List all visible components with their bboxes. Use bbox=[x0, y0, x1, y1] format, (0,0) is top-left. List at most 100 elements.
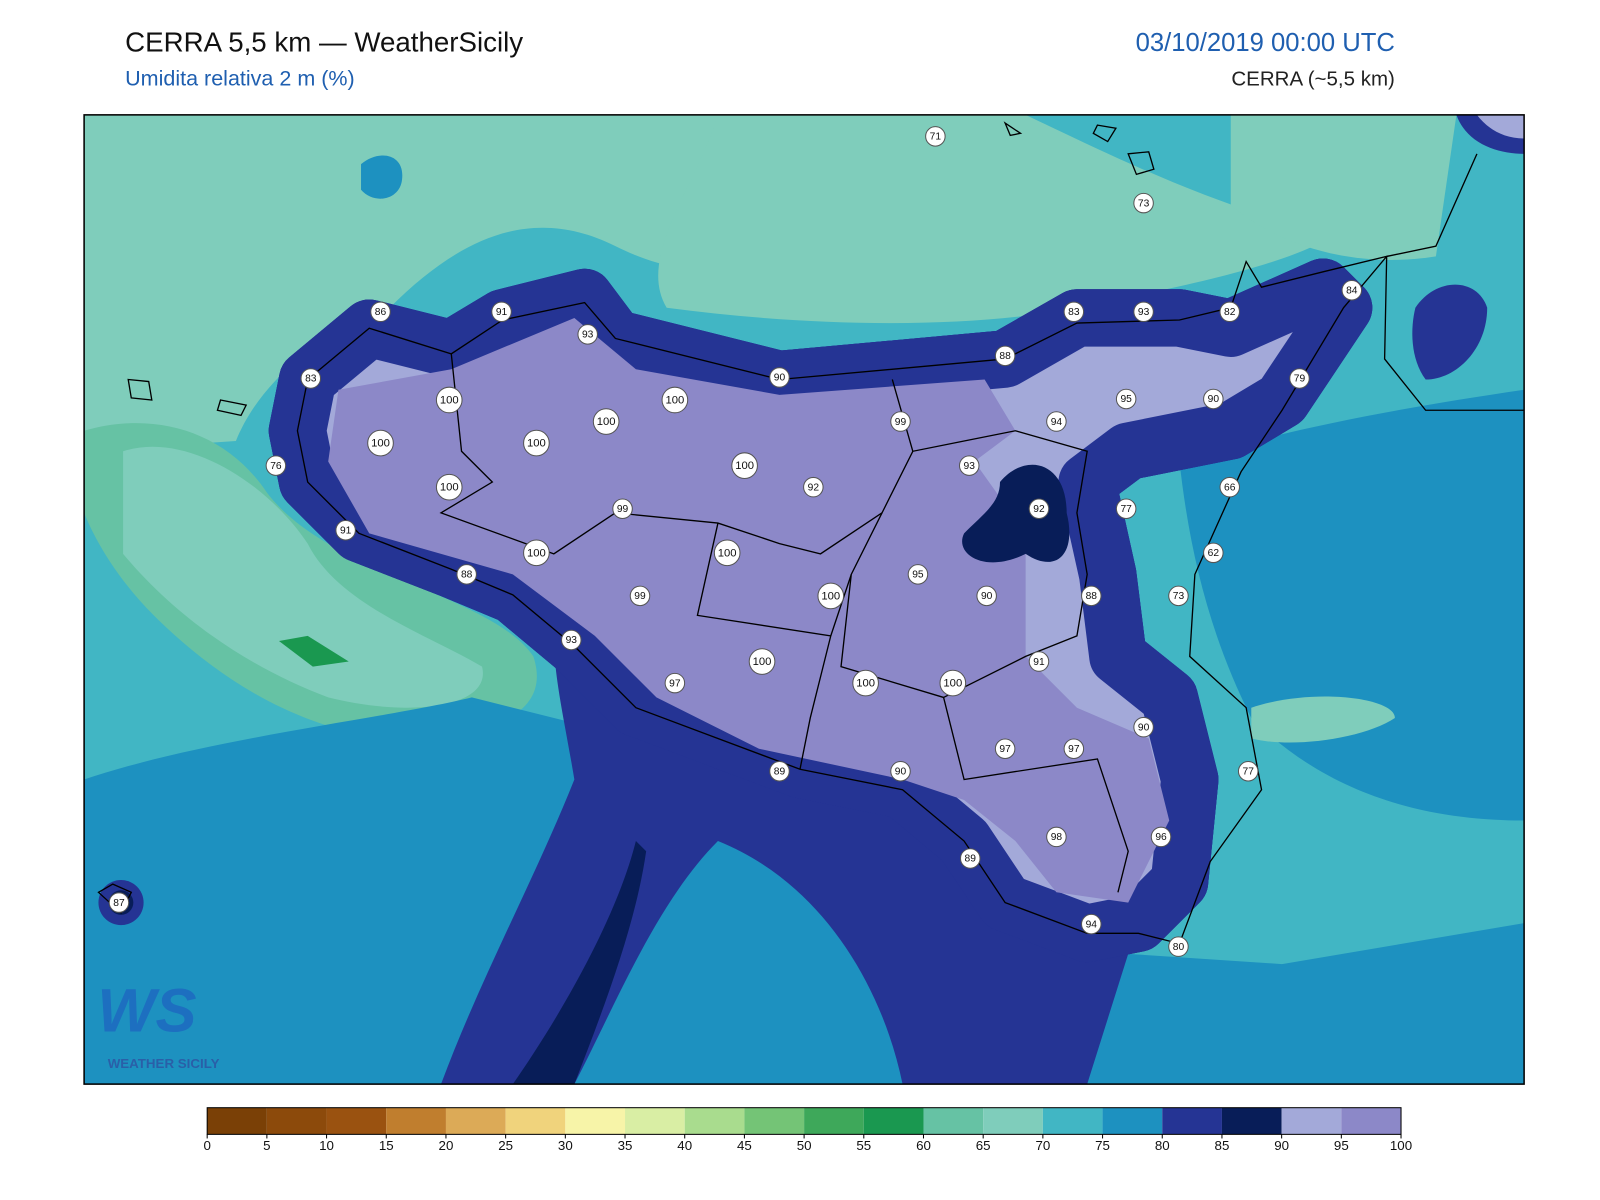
station: 93 bbox=[561, 629, 582, 651]
station: 100 bbox=[661, 386, 689, 414]
station-value: 88 bbox=[1086, 591, 1098, 602]
station: 82 bbox=[1219, 301, 1240, 323]
colorbar-swatch bbox=[983, 1107, 1043, 1135]
station-marker bbox=[1341, 279, 1363, 301]
station-value: 100 bbox=[371, 438, 390, 450]
colorbar-swatch bbox=[744, 1107, 805, 1135]
station-value: 100 bbox=[943, 678, 962, 690]
station: 100 bbox=[523, 539, 550, 567]
logo-name: WEATHER SICILY bbox=[108, 1056, 220, 1071]
station: 100 bbox=[748, 648, 776, 675]
station: 91 bbox=[335, 519, 356, 541]
station-value: 96 bbox=[1155, 832, 1167, 843]
station-marker bbox=[803, 476, 824, 498]
station-marker bbox=[1133, 716, 1154, 738]
station-value: 99 bbox=[617, 504, 629, 515]
station-value: 100 bbox=[597, 416, 616, 428]
station-value: 88 bbox=[999, 351, 1011, 362]
station-marker bbox=[367, 429, 394, 457]
station-marker bbox=[890, 761, 911, 782]
station: 100 bbox=[523, 429, 550, 457]
station-value: 90 bbox=[1138, 722, 1150, 733]
station: 99 bbox=[890, 411, 911, 432]
station-marker bbox=[1115, 388, 1137, 410]
station: 87 bbox=[108, 892, 130, 913]
colorbar-swatch bbox=[1162, 1107, 1222, 1135]
station-value: 95 bbox=[1120, 394, 1132, 405]
station-value: 100 bbox=[527, 438, 546, 450]
station: 95 bbox=[1115, 388, 1137, 410]
station-value: 86 bbox=[375, 307, 387, 318]
station-marker bbox=[1046, 411, 1067, 432]
station-value: 99 bbox=[634, 591, 646, 602]
colorbar-tick-label: 10 bbox=[319, 1138, 334, 1153]
station: 88 bbox=[456, 564, 477, 585]
station: 100 bbox=[435, 386, 463, 414]
station-value: 73 bbox=[1138, 198, 1150, 209]
station-marker bbox=[456, 564, 477, 585]
colorbar-tick-label: 75 bbox=[1095, 1138, 1110, 1153]
station-marker bbox=[939, 669, 967, 697]
colorbar-swatch bbox=[445, 1107, 506, 1135]
station-value: 98 bbox=[1051, 832, 1063, 843]
station: 62 bbox=[1203, 542, 1224, 564]
colorbar-swatch bbox=[625, 1107, 685, 1135]
station-value: 92 bbox=[808, 482, 820, 493]
station-marker bbox=[1150, 826, 1172, 848]
station-marker bbox=[907, 564, 929, 585]
station: 91 bbox=[1028, 651, 1050, 672]
station-value: 83 bbox=[305, 374, 317, 385]
station-value: 77 bbox=[1120, 504, 1132, 515]
station: 94 bbox=[1081, 913, 1102, 935]
station-value: 93 bbox=[964, 461, 976, 472]
station: 100 bbox=[592, 408, 620, 435]
station-marker bbox=[1203, 388, 1224, 410]
colorbar-tick-label: 80 bbox=[1155, 1138, 1170, 1153]
map-frame bbox=[83, 114, 1525, 1085]
colorbar-tick-label: 60 bbox=[916, 1138, 931, 1153]
station-marker bbox=[435, 473, 463, 501]
datetime: 03/10/2019 00:00 UTC bbox=[1136, 29, 1395, 57]
station-value: 93 bbox=[566, 635, 578, 646]
station: 83 bbox=[300, 368, 322, 389]
station-marker bbox=[769, 367, 790, 388]
station-value: 100 bbox=[735, 460, 754, 472]
station-value: 93 bbox=[1138, 307, 1150, 318]
colorbar-tick-label: 100 bbox=[1390, 1138, 1412, 1153]
station-marker bbox=[435, 386, 463, 414]
colorbar-swatch bbox=[326, 1107, 387, 1135]
colorbar-swatch bbox=[505, 1107, 566, 1135]
station-value: 80 bbox=[1173, 942, 1185, 953]
colorbar-tick-label: 55 bbox=[856, 1138, 871, 1153]
station-marker bbox=[1168, 936, 1189, 957]
station: 99 bbox=[612, 498, 633, 519]
station-marker bbox=[713, 539, 741, 567]
colorbar-tick-label: 30 bbox=[558, 1138, 573, 1153]
colorbar-swatch bbox=[804, 1107, 864, 1135]
station-value: 97 bbox=[669, 678, 681, 689]
station-value: 91 bbox=[340, 525, 352, 536]
station: 90 bbox=[890, 761, 911, 782]
station-marker bbox=[561, 629, 582, 651]
station: 97 bbox=[664, 672, 686, 694]
station-value: 87 bbox=[113, 898, 125, 909]
station-marker bbox=[958, 455, 980, 476]
colorbar-tick-label: 0 bbox=[203, 1138, 210, 1153]
station-value: 82 bbox=[1224, 307, 1236, 318]
station-marker bbox=[1028, 498, 1050, 519]
colorbar-swatch bbox=[1102, 1107, 1163, 1135]
station-marker bbox=[1115, 498, 1137, 519]
station-marker bbox=[370, 301, 391, 323]
station-value: 91 bbox=[1033, 657, 1045, 668]
station-value: 99 bbox=[895, 417, 907, 428]
station-value: 89 bbox=[774, 766, 786, 777]
station: 92 bbox=[803, 476, 824, 498]
station-marker bbox=[523, 539, 550, 567]
station: 88 bbox=[994, 345, 1016, 367]
station-marker bbox=[994, 345, 1016, 367]
colorbar-tick-label: 45 bbox=[737, 1138, 752, 1153]
station-value: 94 bbox=[1051, 417, 1063, 428]
station: 77 bbox=[1237, 761, 1259, 782]
station-value: 71 bbox=[930, 132, 942, 143]
